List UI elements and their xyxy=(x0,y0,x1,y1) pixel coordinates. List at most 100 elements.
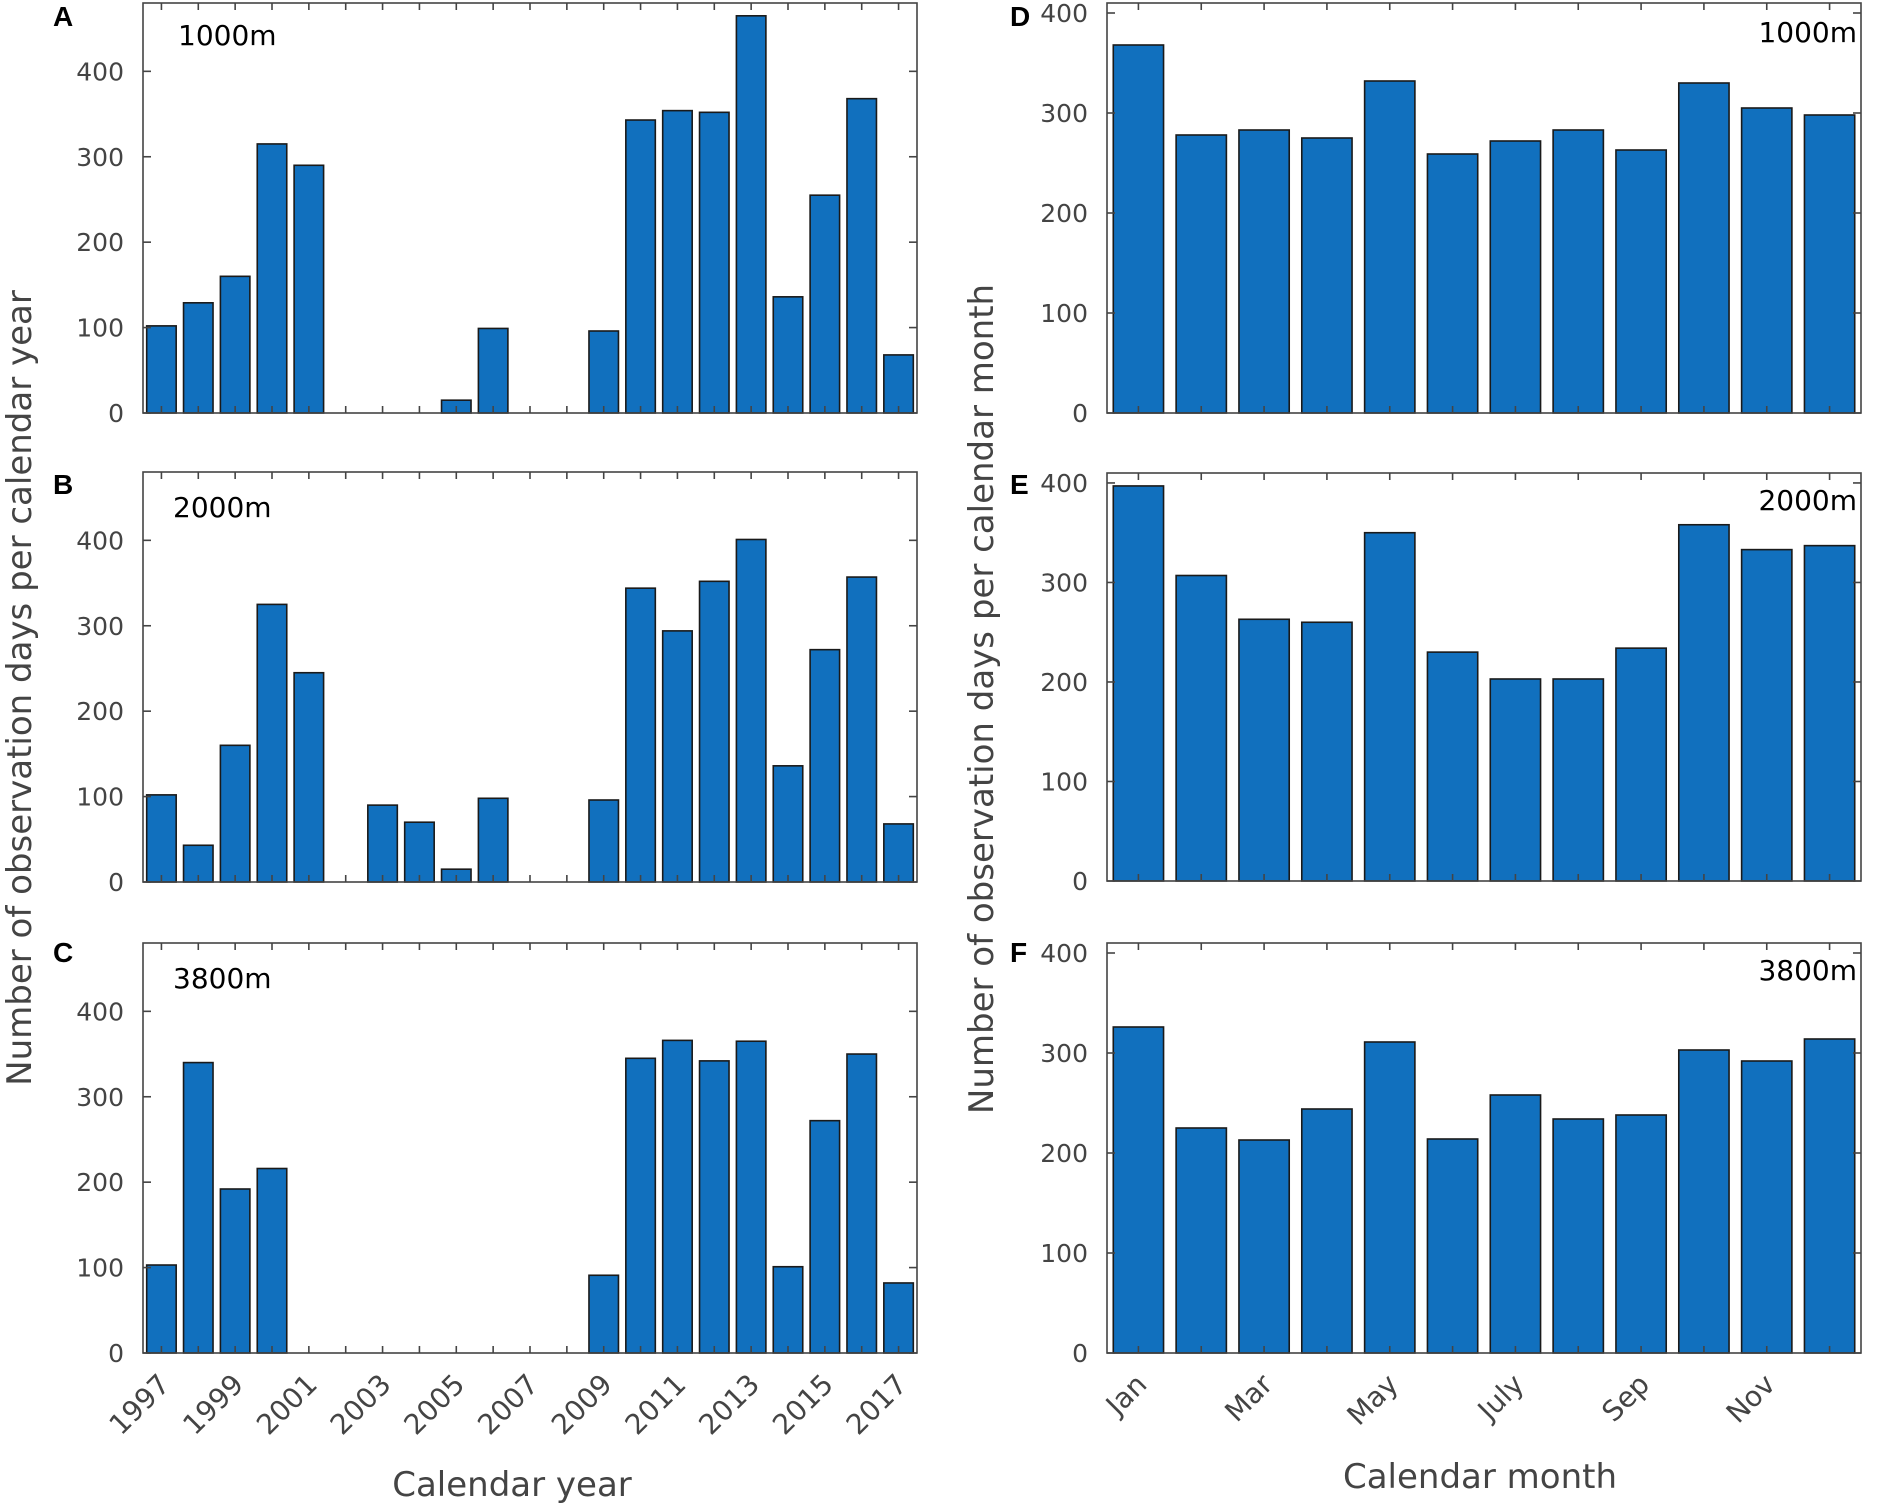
left-x-axis-label: Calendar year xyxy=(392,1465,632,1505)
bar-a-2015 xyxy=(809,194,841,414)
bar-e-Feb xyxy=(1175,574,1228,882)
bar-a-2010 xyxy=(625,119,657,414)
x-tick-label: Nov xyxy=(1720,1368,1782,1430)
panel-e: 0 100 200 300 400 E 2000m xyxy=(1010,469,1862,896)
right-y-axis-label: Number of observation days per calendar … xyxy=(962,284,1002,1114)
x-tick-label: 2003 xyxy=(324,1368,398,1442)
bar-a-2017 xyxy=(883,354,915,414)
panels: 0100200300400A1000m0100200300400B2000m01… xyxy=(53,0,1862,1442)
y-tick-label: 0 xyxy=(1072,399,1088,428)
bar-d-May xyxy=(1363,80,1416,414)
bar-b-2014 xyxy=(772,765,804,883)
bar-c-2016 xyxy=(846,1053,878,1354)
y-tick-label: 0 xyxy=(1072,1339,1088,1368)
x-tick-label: Mar xyxy=(1218,1367,1279,1428)
bar-d-July xyxy=(1489,140,1542,414)
y-tick-label: 100 xyxy=(76,1254,124,1283)
bar-b-1997 xyxy=(145,794,177,883)
bar-a-2016 xyxy=(846,97,878,414)
panel-d: 0 100 200 300 400 D 1000m xyxy=(1010,0,1862,428)
y-tick-label: 200 xyxy=(1040,199,1088,228)
y-tick-label: 100 xyxy=(1040,767,1088,796)
bar-b-2000 xyxy=(256,603,288,883)
panel-f: 0 100 200 300 400 Jan Mar May July Sep Nov F 3800m xyxy=(1010,937,1862,1432)
altitude-label: 3800m xyxy=(1758,954,1857,987)
y-tick-label: 200 xyxy=(76,697,124,726)
panel-c: 0 100 200 300 400 1997 1999 2001 2003 2005 2007 200… xyxy=(53,937,918,1442)
x-tick-label: 2009 xyxy=(545,1368,619,1442)
bar-f-Mar xyxy=(1238,1139,1291,1354)
y-tick-label: 200 xyxy=(76,228,124,257)
bar-f-Jan xyxy=(1112,1026,1165,1354)
y-tick-label: 400 xyxy=(76,997,124,1026)
panel-letter: F xyxy=(1010,937,1027,968)
x-tick-label: 2005 xyxy=(398,1368,472,1442)
y-tick-label: 0 xyxy=(108,399,124,428)
bar-d-Nov xyxy=(1740,107,1793,414)
y-tick-label: 200 xyxy=(1040,668,1088,697)
bar-c-2011 xyxy=(661,1039,693,1354)
bar-a-2011 xyxy=(661,109,693,414)
bar-b-2013 xyxy=(735,538,767,883)
y-tick-label: 300 xyxy=(76,1083,124,1112)
bar-b-2006 xyxy=(477,797,509,883)
y-tick-label: 400 xyxy=(1040,0,1088,28)
y-tick-label: 100 xyxy=(76,783,124,812)
y-tick-label: 0 xyxy=(1072,867,1088,896)
bar-e-Jan xyxy=(1112,485,1165,882)
bar-a-1999 xyxy=(219,275,251,414)
altitude-label: 2000m xyxy=(1758,484,1857,517)
x-tick-label: 2001 xyxy=(250,1368,324,1442)
y-tick-label: 300 xyxy=(76,612,124,641)
bar-d-Oct xyxy=(1677,82,1730,414)
bar-c-2013 xyxy=(735,1040,767,1354)
bar-b-2009 xyxy=(588,799,620,883)
x-tick-label: 2015 xyxy=(766,1368,840,1442)
x-tick-label: 2011 xyxy=(619,1368,693,1442)
y-tick-label: 200 xyxy=(76,1168,124,1197)
x-tick-label: 1997 xyxy=(103,1368,177,1442)
bar-f-Aug xyxy=(1552,1118,1605,1354)
x-tick-label: Jan xyxy=(1098,1368,1153,1423)
bar-f-Dec xyxy=(1803,1038,1856,1354)
bar-d-Jun xyxy=(1426,153,1479,414)
y-tick-label: 0 xyxy=(108,1339,124,1368)
bar-e-Mar xyxy=(1238,618,1291,882)
bar-e-Nov xyxy=(1740,548,1793,882)
bar-a-1997 xyxy=(145,325,177,414)
y-tick-label: 400 xyxy=(76,526,124,555)
x-tick-label: Sep xyxy=(1595,1368,1656,1429)
bar-b-1999 xyxy=(219,744,251,883)
bar-c-2015 xyxy=(809,1119,841,1354)
bar-c-2009 xyxy=(588,1274,620,1354)
y-tick-label: 300 xyxy=(1040,99,1088,128)
bar-e-Aug xyxy=(1552,678,1605,882)
bar-d-Sep xyxy=(1615,149,1668,414)
bar-f-July xyxy=(1489,1094,1542,1354)
bar-a-2014 xyxy=(772,296,804,414)
y-tick-label: 100 xyxy=(1040,299,1088,328)
y-tick-label: 100 xyxy=(1040,1239,1088,1268)
panel-letter: D xyxy=(1010,1,1030,32)
bar-b-2011 xyxy=(661,630,693,883)
x-tick-label: July xyxy=(1470,1368,1530,1428)
y-tick-label: 400 xyxy=(1040,469,1088,498)
bar-a-2012 xyxy=(698,111,730,414)
bar-d-Dec xyxy=(1803,114,1856,414)
bar-b-2003 xyxy=(367,804,399,883)
bar-b-2010 xyxy=(625,587,657,883)
bar-c-2017 xyxy=(883,1282,915,1354)
altitude-label: 3800m xyxy=(173,962,272,995)
bar-b-2012 xyxy=(698,580,730,883)
bar-d-Jan xyxy=(1112,44,1165,414)
bar-e-Jun xyxy=(1426,651,1479,882)
bar-f-Apr xyxy=(1300,1108,1353,1354)
y-tick-label: 400 xyxy=(76,57,124,86)
bar-e-Apr xyxy=(1300,621,1353,882)
left-y-axis-label: Number of observation days per calendar … xyxy=(0,290,40,1086)
bar-d-Feb xyxy=(1175,134,1228,414)
altitude-label: 1000m xyxy=(178,19,277,52)
bar-b-2001 xyxy=(293,671,325,883)
